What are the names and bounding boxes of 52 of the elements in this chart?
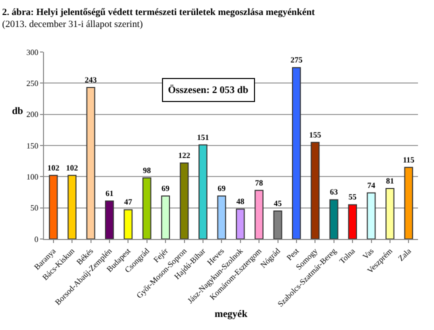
data-label: 74 (367, 180, 376, 190)
x-axis-title: megyék (214, 309, 248, 320)
bar (198, 144, 208, 239)
bar (254, 190, 264, 239)
bar (329, 199, 338, 239)
data-label: 47 (124, 198, 132, 207)
y-tick-label: 200 (26, 110, 38, 120)
bar (366, 192, 376, 239)
y-axis-title: db (12, 106, 24, 117)
y-tick-label: 50 (30, 204, 38, 213)
data-label: 243 (84, 76, 97, 85)
data-label: 151 (196, 132, 209, 142)
data-label: 78 (255, 178, 264, 188)
data-label: 45 (274, 198, 282, 208)
bar (68, 174, 76, 239)
bar (292, 67, 301, 239)
y-tick-label: 300 (26, 48, 38, 57)
bar (310, 142, 320, 239)
data-label: 155 (309, 130, 322, 140)
y-tick-label: 100 (26, 172, 38, 182)
bar (105, 200, 114, 239)
data-label: 61 (105, 188, 114, 198)
data-label: 69 (218, 184, 226, 193)
data-label: 115 (402, 155, 414, 164)
x-tick-label: Zala (396, 246, 414, 263)
chart-subtitle: (2013. december 31-i állapot szerint) (2, 20, 143, 30)
bar (217, 195, 226, 239)
y-tick-label: 0 (34, 234, 38, 244)
bar (236, 208, 245, 239)
bar (142, 177, 152, 239)
data-label: 81 (386, 176, 394, 186)
data-label: 55 (348, 192, 357, 202)
bar (124, 209, 133, 239)
bar (348, 204, 357, 239)
y-tick-label: 150 (26, 141, 38, 150)
annotation: Összesen: 2 053 db (168, 84, 249, 96)
data-label: 275 (290, 56, 302, 65)
data-label: 69 (162, 184, 170, 193)
data-label: 102 (47, 163, 60, 172)
data-label: 63 (330, 188, 338, 197)
bar (161, 195, 170, 239)
y-tick-label: 250 (26, 78, 38, 88)
bar (386, 188, 394, 239)
bar (180, 162, 189, 239)
bar (404, 166, 414, 239)
bar (48, 174, 58, 239)
data-label: 102 (66, 163, 78, 172)
chart-title: 2. ábra: Helyi jelentőségű védett természeti területek megoszlása megyénként (2, 8, 316, 18)
data-label: 122 (178, 150, 190, 160)
data-label: 98 (142, 166, 151, 175)
bar (86, 87, 96, 239)
data-label: 48 (236, 197, 244, 206)
